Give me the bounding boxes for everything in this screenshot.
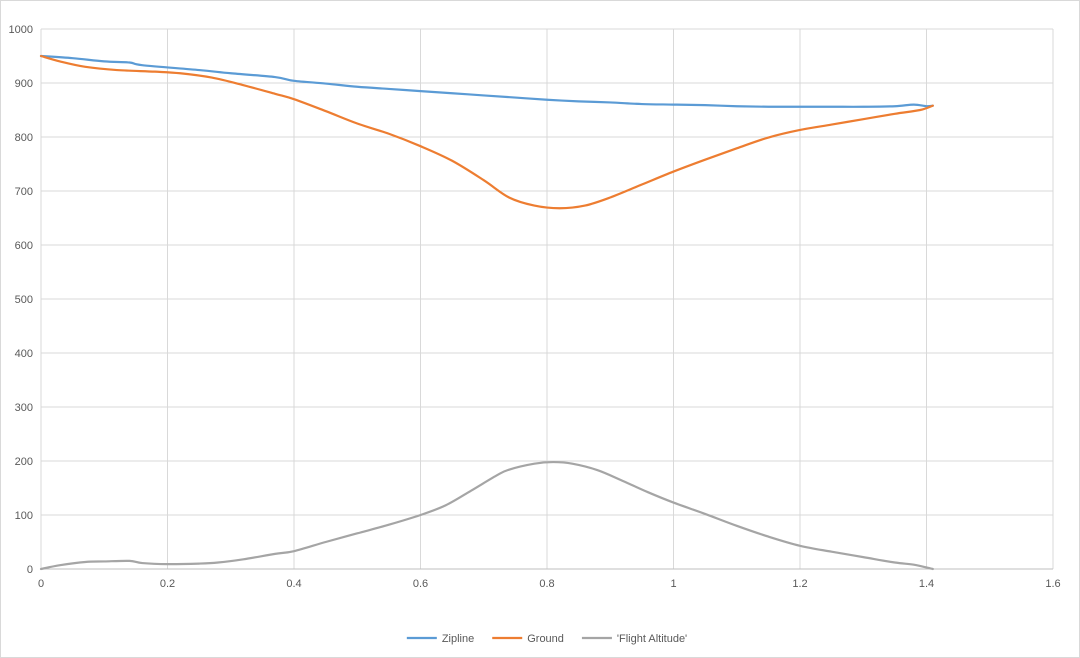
y-tick-label: 800 (15, 132, 33, 144)
series-line-0 (39, 54, 934, 108)
x-tick-label: 0.8 (539, 578, 554, 590)
series-lines (39, 54, 934, 571)
gridlines (40, 28, 1054, 570)
y-axis-ticks: 0 100 200 300 400 500 600 700 800 900 1000 (9, 24, 33, 576)
legend-label-2: 'Flight Altitude' (617, 633, 687, 645)
y-tick-label: 500 (15, 294, 33, 306)
y-tick-label: 400 (15, 348, 33, 360)
x-tick-label: 1.4 (919, 578, 934, 590)
y-tick-label: 600 (15, 240, 33, 252)
y-tick-label: 700 (15, 186, 33, 198)
x-tick-label: 1 (670, 578, 676, 590)
series-line-2 (39, 460, 934, 571)
legend-label-1: Ground (527, 633, 564, 645)
y-tick-label: 300 (15, 402, 33, 414)
y-tick-label: 900 (15, 78, 33, 90)
series-line-1 (39, 54, 934, 210)
legend-label-0: Zipline (442, 633, 474, 645)
x-tick-label: 0.6 (413, 578, 428, 590)
y-tick-label: 100 (15, 510, 33, 522)
y-tick-label: 0 (27, 564, 33, 576)
x-tick-label: 1.6 (1045, 578, 1060, 590)
x-tick-label: 1.2 (792, 578, 807, 590)
legend: Zipline Ground 'Flight Altitude' (406, 633, 687, 645)
x-tick-label: 0 (38, 578, 44, 590)
y-tick-label: 200 (15, 456, 33, 468)
y-tick-label: 1000 (9, 24, 33, 36)
x-axis-ticks: 0 0.2 0.4 0.6 0.8 1 1.2 1.4 1.6 (38, 578, 1061, 590)
x-tick-label: 0.2 (160, 578, 175, 590)
x-tick-label: 0.4 (286, 578, 301, 590)
